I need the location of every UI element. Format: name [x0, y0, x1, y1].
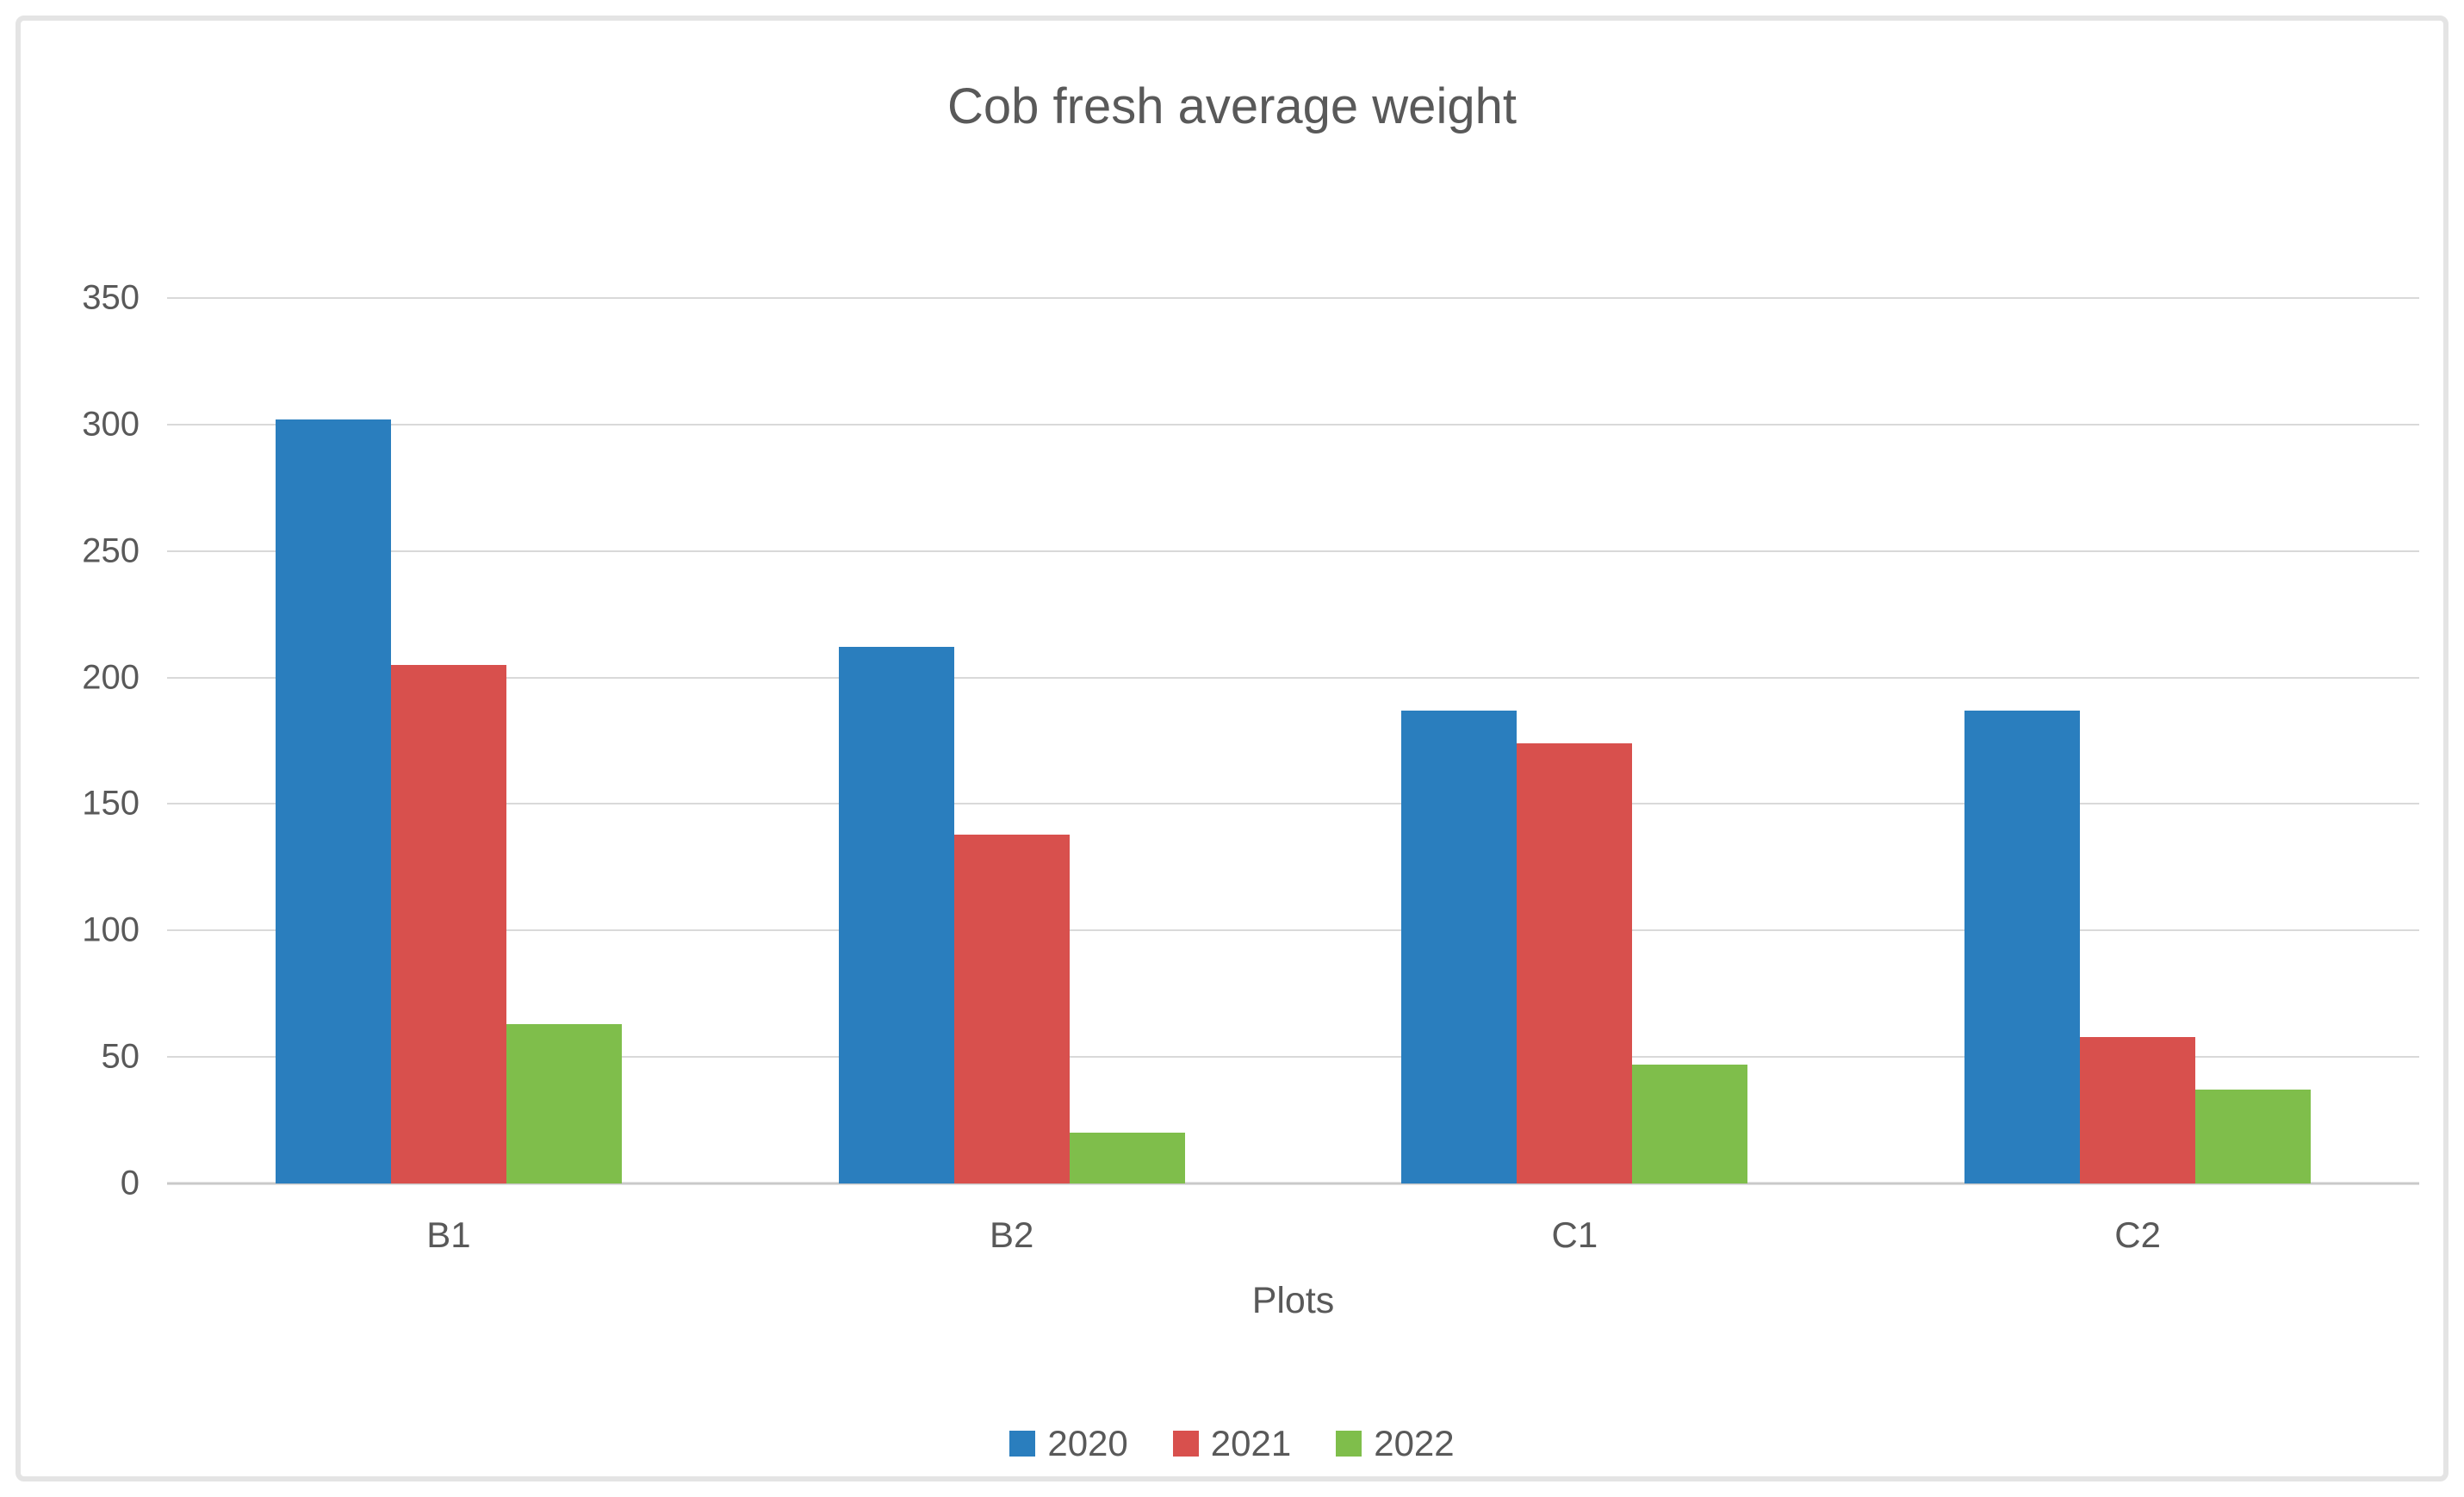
gridline-150 — [167, 803, 2419, 805]
bar-C2-2020 — [1964, 710, 2081, 1183]
bar-C2-2022 — [2195, 1090, 2312, 1183]
y-tick-label-150: 150 — [82, 784, 140, 823]
bar-B2-2020 — [838, 647, 954, 1183]
legend-label-2020: 2020 — [1047, 1423, 1128, 1463]
y-tick-label-0: 0 — [120, 1164, 140, 1202]
gridline-350 — [167, 297, 2419, 299]
x-tick-label-B1: B1 — [426, 1214, 471, 1255]
legend-label-2022: 2022 — [1374, 1423, 1455, 1463]
bar-group-C1 — [1294, 298, 1857, 1183]
bar-C1-2021 — [1517, 742, 1633, 1183]
x-tick-label-C2: C2 — [2114, 1214, 2161, 1255]
bar-B1-2020 — [275, 419, 391, 1183]
bar-group-B1 — [167, 298, 730, 1183]
legend-item-2021: 2021 — [1172, 1423, 1292, 1464]
y-tick-label-300: 300 — [82, 405, 140, 444]
legend-swatch-2022 — [1336, 1431, 1362, 1457]
y-tick-label-100: 100 — [82, 910, 140, 949]
bar-groups — [167, 298, 2419, 1183]
gridlines — [167, 297, 2419, 1185]
bar-C1-2020 — [1401, 710, 1518, 1183]
gridline-250 — [167, 550, 2419, 552]
bar-B2-2022 — [1069, 1133, 1185, 1183]
x-axis-title: Plots — [1251, 1280, 1335, 1321]
x-tick-label-C1: C1 — [1551, 1214, 1598, 1255]
legend-item-2022: 2022 — [1336, 1423, 1455, 1464]
gridline-50 — [167, 1056, 2419, 1059]
gridline-300 — [167, 423, 2419, 425]
legend: 2020 2021 2022 — [21, 1423, 2443, 1464]
chart-frame: Cob fresh average weight 0 50 100 150 200 250… — [16, 16, 2448, 1481]
bar-C2-2021 — [2080, 1036, 2196, 1183]
x-tick-label-B2: B2 — [989, 1214, 1034, 1255]
gridline-0 — [167, 1182, 2419, 1185]
legend-swatch-2020 — [1009, 1431, 1036, 1457]
bar-B2-2021 — [953, 834, 1070, 1183]
bar-group-C2 — [1856, 298, 2419, 1183]
legend-label-2021: 2021 — [1210, 1423, 1292, 1463]
y-tick-label-350: 350 — [82, 278, 140, 317]
y-tick-label-250: 250 — [82, 531, 140, 570]
y-tick-label-50: 50 — [101, 1037, 140, 1076]
bar-B1-2021 — [390, 664, 506, 1183]
gridline-200 — [167, 676, 2419, 679]
bar-B1-2022 — [506, 1023, 622, 1183]
gridline-100 — [167, 929, 2419, 932]
plot-area — [167, 297, 2419, 1185]
chart-title: Cob fresh average weight — [947, 78, 1517, 134]
y-axis-tick-labels: 0 50 100 150 200 250 300 350 — [21, 279, 140, 1202]
legend-item-2020: 2020 — [1009, 1423, 1128, 1464]
bar-C1-2022 — [1632, 1064, 1748, 1183]
bar-group-B2 — [730, 298, 1294, 1183]
y-tick-label-200: 200 — [82, 658, 140, 697]
legend-swatch-2021 — [1172, 1431, 1199, 1457]
x-axis-category-labels: B1 B2 C1 C2 — [167, 1214, 2419, 1256]
